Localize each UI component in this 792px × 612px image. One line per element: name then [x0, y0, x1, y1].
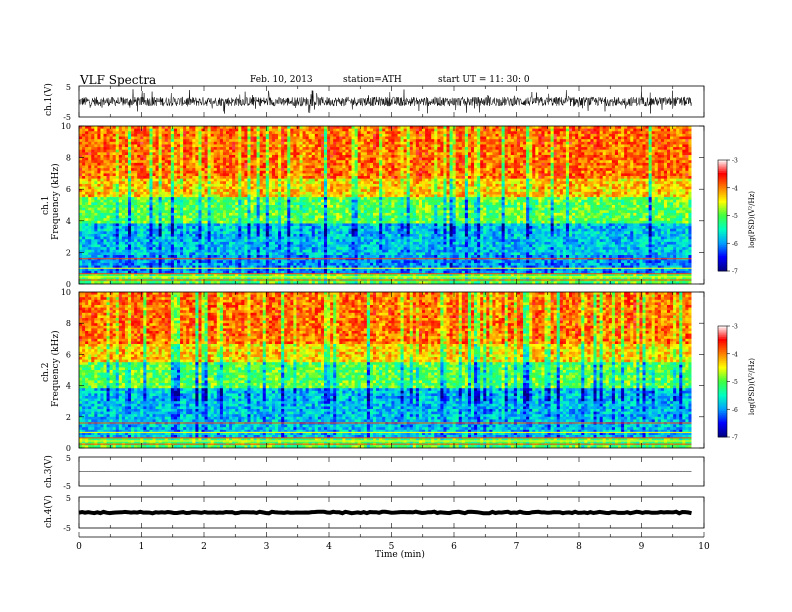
x-axis-tick-label: 6 — [451, 542, 457, 552]
ch1-colorbar-tick-label: -4 — [732, 185, 738, 192]
x-axis-tick-label: 9 — [639, 542, 645, 552]
x-axis-tick-label: 1 — [139, 542, 145, 552]
ch3-ytick-label: -5 — [63, 482, 71, 491]
ch2-spectrogram-ylabel: Frequency (kHz) — [51, 330, 61, 407]
x-axis-tick-label: 3 — [264, 542, 270, 552]
ch2-freq-tick-label: 2 — [66, 413, 71, 422]
ch1-freq-tick-label: 10 — [61, 122, 71, 131]
ch1-colorbar-tick-label: -7 — [732, 269, 738, 276]
ch1-ytick-label: -5 — [63, 113, 71, 122]
date-label: Feb. 10, 2013 — [250, 75, 313, 85]
x-axis-tick-label: 7 — [514, 542, 520, 552]
ch2-colorbar-tick-label: -5 — [732, 379, 738, 386]
station-label: station=ATH — [343, 75, 402, 85]
ch1-freq-tick-label: 8 — [66, 154, 71, 163]
ch1-no-data-strip — [692, 126, 705, 284]
vlf-figure: 5 -5 0 2 4 6 8 10 -3 -4 -5 -6 -7 0 2 4 6 8 10 -3 -4 -5 -6 -7 5 -5… — [0, 0, 792, 612]
ch4-waveform-ylabel: ch.4(V) — [44, 495, 54, 528]
ch2-no-data-strip — [692, 292, 705, 448]
x-axis-tick-label: 4 — [326, 542, 332, 552]
ch1-freq-tick-label: 4 — [66, 217, 71, 226]
colorbar-2-label: log(PSD)(V²/Hz) — [748, 358, 756, 415]
ch1-colorbar-tick-label: -6 — [732, 241, 738, 248]
ch1-waveform-trace — [79, 89, 692, 113]
ch2-freq-tick-label: 0 — [66, 444, 71, 453]
ch2-spectrogram-ylabel-top: ch.2 — [41, 363, 51, 382]
ch2-freq-tick-label: 8 — [66, 319, 71, 328]
ch3-ytick-label: 5 — [66, 454, 71, 463]
colorbar-1-label: log(PSD)(V²/Hz) — [748, 191, 756, 248]
ch1-colorbar-tick-label: -5 — [732, 213, 738, 220]
start-time-label: start UT = 11: 30: 0 — [438, 75, 530, 85]
ch1-ytick-label: 5 — [66, 83, 71, 92]
ch2-colorbar-tick-label: -6 — [732, 407, 738, 414]
ch2-colorbar-tick-label: -4 — [732, 351, 738, 358]
ch2-spectrogram-cells — [79, 292, 692, 448]
ch2-colorbar-tick-label: -7 — [732, 435, 738, 442]
ch4-ytick-label: -5 — [63, 524, 71, 533]
ch2-freq-tick-label: 4 — [66, 382, 71, 391]
ch4-ytick-label: 5 — [66, 494, 71, 503]
x-axis-label: Time (min) — [375, 550, 425, 560]
ch1-freq-tick-label: 2 — [66, 248, 71, 257]
ch2-freq-tick-label: 6 — [66, 350, 71, 359]
x-axis-tick-label: 0 — [76, 542, 82, 552]
ch1-spectrogram-cells — [79, 126, 692, 284]
ch1-colorbar-tick-label: -3 — [732, 158, 738, 165]
ch1-spectrogram-ylabel-top: ch.1 — [41, 196, 51, 215]
ch2-freq-tick-label: 10 — [61, 288, 71, 297]
x-axis-tick-label: 10 — [698, 542, 710, 552]
ch1-spectrogram-ylabel: Frequency (kHz) — [51, 163, 61, 240]
ch1-waveform-ylabel: ch.1(V) — [44, 83, 54, 116]
x-axis-tick-label: 8 — [576, 542, 582, 552]
ch2-colorbar-tick-label: -3 — [732, 324, 738, 331]
x-axis-tick-label: 2 — [201, 542, 207, 552]
ch3-waveform-ylabel: ch.3(V) — [44, 455, 54, 488]
figure-title: VLF Spectra — [80, 73, 156, 87]
ch1-freq-tick-label: 6 — [66, 185, 71, 194]
ch4-waveform-trace — [79, 512, 692, 514]
